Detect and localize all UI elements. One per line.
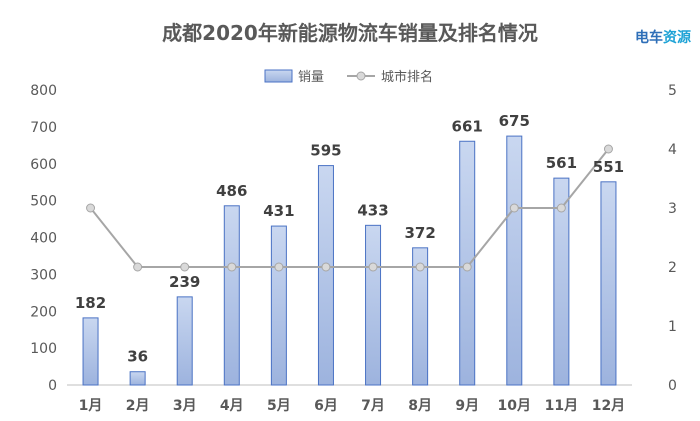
bar-data-label: 551 <box>593 158 624 176</box>
x-tick-label: 3月 <box>173 398 197 414</box>
bar <box>365 224 382 386</box>
bar-data-label: 486 <box>216 182 247 200</box>
y-left-tick-label: 600 <box>30 157 57 173</box>
x-tick-label: 4月 <box>220 398 244 414</box>
x-tick-label: 12月 <box>592 398 625 414</box>
rank-point <box>415 262 425 272</box>
legend-line-marker <box>356 71 366 81</box>
data-labels: 182 36 239 486 431 595 433 372 661 675 561 551 <box>75 112 624 366</box>
y-right-tick-label: 5 <box>668 83 677 99</box>
x-tick-label: 9月 <box>455 398 479 414</box>
x-tick-label: 1月 <box>79 398 103 414</box>
legend-bar-swatch <box>264 69 293 83</box>
bar-data-label: 661 <box>452 117 483 135</box>
y-left-tick-label: 500 <box>30 194 57 210</box>
rank-point <box>227 262 237 272</box>
rank-point <box>180 262 190 272</box>
bar-data-label: 675 <box>499 112 530 130</box>
bar <box>553 177 570 386</box>
y-right-tick-label: 0 <box>668 378 677 394</box>
rank-point <box>274 262 284 272</box>
x-tick-label: 10月 <box>498 398 531 414</box>
bar <box>176 296 193 386</box>
bar <box>600 181 617 386</box>
rank-point <box>603 144 613 154</box>
bar-data-label: 595 <box>310 142 341 160</box>
watermark-logo: 电车 资源 <box>635 29 691 46</box>
x-tick-label: 7月 <box>361 398 385 414</box>
y-right-tick-label: 3 <box>668 201 677 217</box>
rank-point <box>86 203 96 213</box>
x-tick-label: 11月 <box>545 398 578 414</box>
bar <box>223 205 240 386</box>
rank-line <box>89 148 610 268</box>
bar <box>82 317 99 386</box>
y-left-tick-label: 0 <box>48 378 57 394</box>
bar-data-label: 182 <box>75 294 106 312</box>
legend: 销量 城市排名 <box>264 69 433 85</box>
bar-data-label: 433 <box>357 201 388 219</box>
y-right-tick-label: 2 <box>668 260 677 276</box>
rank-point <box>368 262 378 272</box>
legend-label-sales: 销量 <box>298 70 324 85</box>
chart-title: 成都2020年新能源物流车销量及排名情况 <box>162 21 538 45</box>
y-right-tick-label: 4 <box>668 142 677 158</box>
y-left-tick-label: 300 <box>30 267 57 283</box>
watermark-text-a: 电车 <box>635 29 663 46</box>
rank-point <box>509 203 519 213</box>
y-right-tick-label: 1 <box>668 319 677 335</box>
bar-data-label: 431 <box>263 202 294 220</box>
y-left-tick-label: 700 <box>30 120 57 136</box>
bar <box>317 165 334 386</box>
bar-data-label: 372 <box>404 224 435 242</box>
rank-point <box>462 262 472 272</box>
bar <box>270 225 287 386</box>
x-tick-label: 8月 <box>408 398 432 414</box>
y-left-tick-label: 800 <box>30 83 57 99</box>
bar-data-label: 561 <box>546 154 577 172</box>
bar <box>412 247 429 386</box>
y-left-tick-label: 400 <box>30 231 57 247</box>
x-tick-label: 5月 <box>267 398 291 414</box>
y-left-tick-label: 200 <box>30 304 57 320</box>
rank-point <box>321 262 331 272</box>
rank-point <box>133 262 143 272</box>
watermark-text-b: 资源 <box>663 29 691 46</box>
bar-data-label: 239 <box>169 273 200 291</box>
x-tick-label: 2月 <box>126 398 150 414</box>
y-left-tick-label: 100 <box>30 341 57 357</box>
bar <box>506 135 523 386</box>
bar <box>129 371 146 386</box>
x-tick-label: 6月 <box>314 398 338 414</box>
axes: 0 100 200 300 400 500 600 700 800 0 1 2 3 4 5 1月 2月 3月 4月 5… <box>30 83 677 414</box>
bar-data-label: 36 <box>127 348 148 366</box>
bars <box>82 135 617 386</box>
legend-label-rank: 城市排名 <box>381 69 433 85</box>
rank-line-series <box>86 144 613 272</box>
rank-point <box>556 203 566 213</box>
